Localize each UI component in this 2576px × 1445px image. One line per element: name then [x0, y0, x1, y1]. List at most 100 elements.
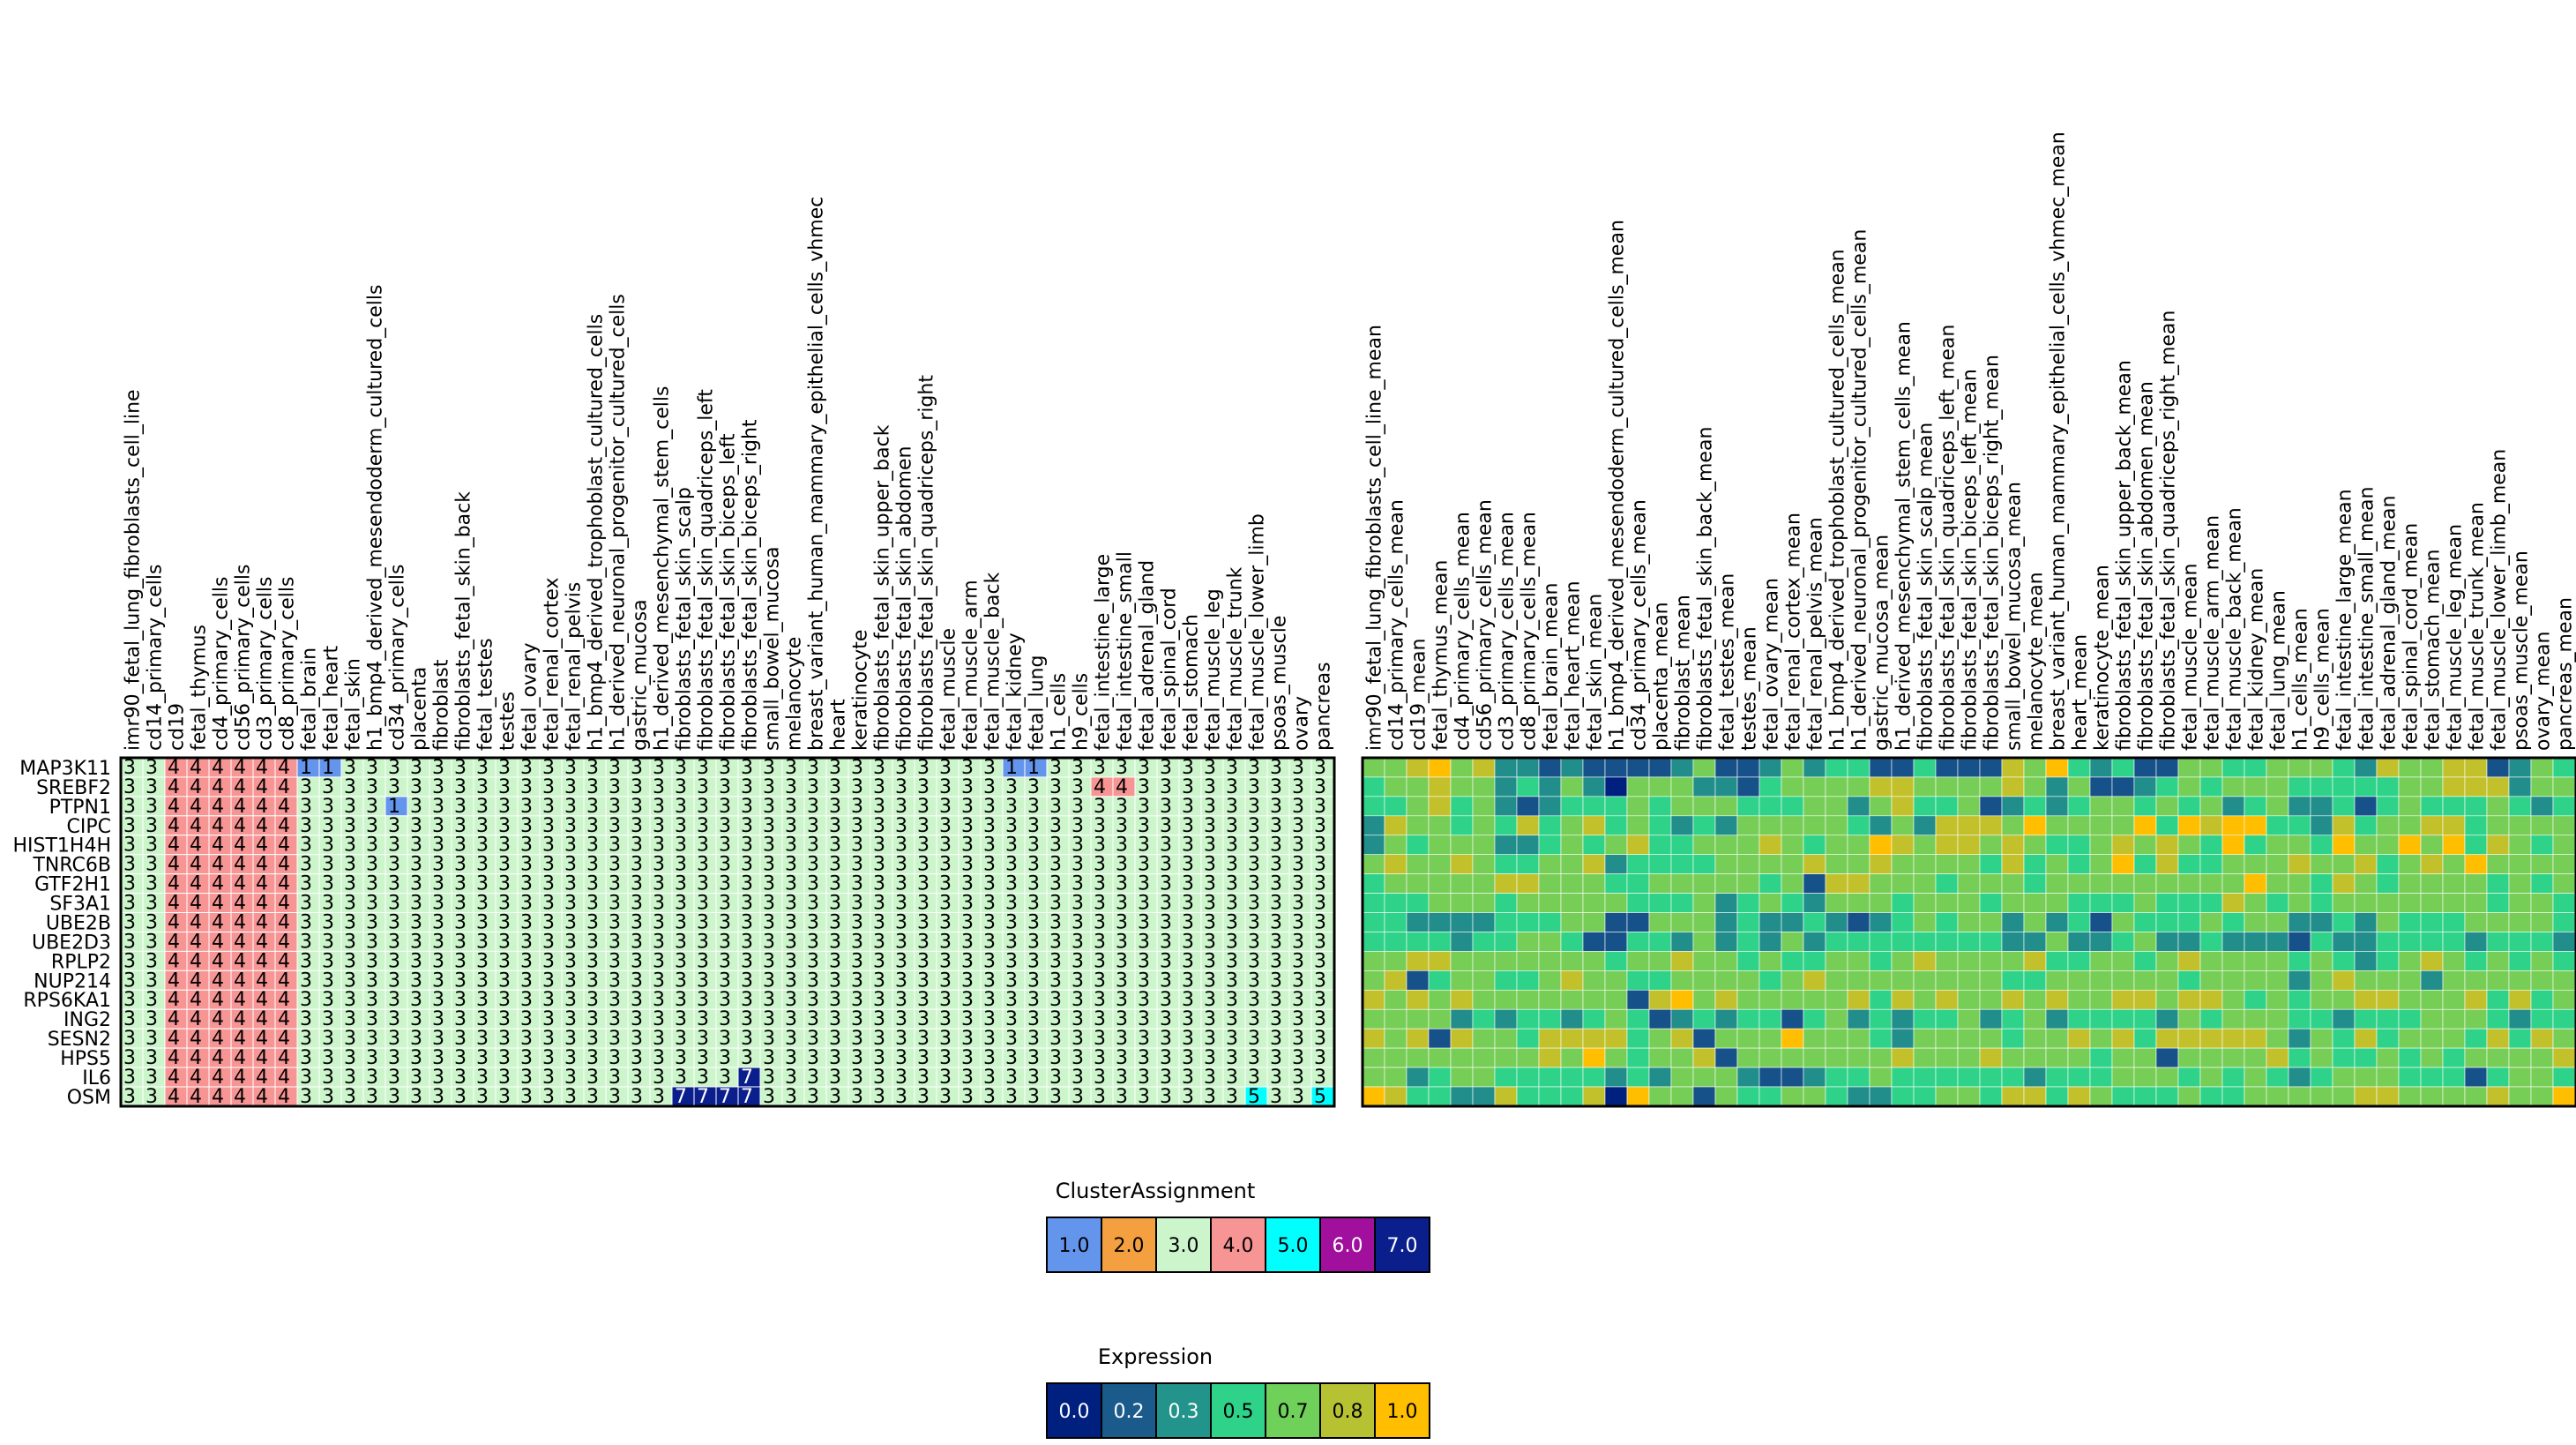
expression-cell: [1715, 874, 1737, 894]
expression-cell: [2465, 855, 2487, 874]
expression-cell: [1363, 1067, 1385, 1087]
expression-cell: [1429, 932, 1451, 951]
expression-cell: [2112, 855, 2134, 874]
expression-cell: [1826, 777, 1848, 797]
expression-cell: [2531, 797, 2553, 816]
expression-cell: [2553, 855, 2575, 874]
column-label: breast_variant_human_mammary_epithelial_…: [806, 197, 828, 751]
expression-cell: [2311, 816, 2333, 835]
expression-cell: [1495, 758, 1517, 777]
expression-cell: [1473, 777, 1495, 797]
expression-cell: [2531, 758, 2553, 777]
expression-cell: [1451, 913, 1473, 932]
expression-cell: [2311, 835, 2333, 855]
cluster-cell-label: 3: [763, 1086, 775, 1108]
expression-cell: [2465, 932, 2487, 951]
expression-cell: [1715, 970, 1737, 990]
column-label: fetal_ovary_mean: [1761, 578, 1783, 751]
cluster-cell-label: 3: [983, 1086, 996, 1108]
expression-cell: [2024, 758, 2046, 777]
expression-cell: [1385, 1087, 1407, 1106]
expression-cell: [1715, 835, 1737, 855]
expression-cell: [1781, 913, 1803, 932]
expression-cell: [1936, 1048, 1958, 1067]
column-label: fetal_kidney_mean: [2246, 568, 2268, 751]
expression-cell: [1539, 1067, 1561, 1087]
expression-cell: [1914, 835, 1936, 855]
expression-cell: [1980, 951, 2002, 970]
expression-cell: [1561, 855, 1583, 874]
expression-cell: [1517, 777, 1539, 797]
expression-cell: [2311, 874, 2333, 894]
expression-cell: [2266, 970, 2289, 990]
expression-cell: [1848, 1067, 1870, 1087]
expression-cell: [1407, 951, 1429, 970]
expression-cell: [1583, 1029, 1605, 1048]
expression-cell: [2156, 951, 2178, 970]
expression-cell: [2266, 855, 2289, 874]
expression-cell: [1892, 990, 1914, 1009]
expression-cell: [2046, 990, 2068, 1009]
expression-cell: [1781, 758, 1803, 777]
expression-cell: [1936, 1067, 1958, 1087]
expression-cell: [1495, 990, 1517, 1009]
expression-cell: [1759, 1009, 1781, 1029]
cluster-cell-label: 3: [344, 1086, 356, 1108]
expression-cell: [2200, 777, 2222, 797]
expression-cell: [1561, 913, 1583, 932]
expression-cell: [2222, 1009, 2244, 1029]
expression-cell: [1693, 894, 1715, 913]
expression-cell: [1980, 1087, 2002, 1106]
expression-cell: [1958, 951, 1980, 970]
expression-cell: [1495, 894, 1517, 913]
expression-cell: [2531, 816, 2553, 835]
expression-cell: [2156, 1048, 2178, 1067]
expression-cell: [1803, 797, 1826, 816]
expression-cell: [2090, 874, 2112, 894]
expression-cell: [1517, 951, 1539, 970]
column-label: fetal_adrenal_gland: [1137, 560, 1159, 751]
column-label: cd3_primary_cells: [255, 577, 277, 751]
expression-cell: [2266, 913, 2289, 932]
expression-cell: [1870, 1067, 1892, 1087]
expression-cell: [1649, 855, 1671, 874]
expression-cell: [1958, 835, 1980, 855]
expression-cell: [2443, 816, 2465, 835]
expression-cell: [1803, 1029, 1826, 1048]
expression-cell: [2112, 816, 2134, 835]
expression-cell: [2399, 874, 2421, 894]
expression-cell: [1914, 816, 1936, 835]
expression-cell: [1980, 777, 2002, 797]
expression-cell: [1980, 758, 2002, 777]
expression-cell: [2244, 777, 2266, 797]
expression-cell: [1803, 874, 1826, 894]
expression-cell: [1473, 970, 1495, 990]
column-label: h1_derived_mesenchymal_stem_cells: [652, 386, 674, 751]
expression-cell: [2046, 835, 2068, 855]
expression-cell: [2002, 1029, 2024, 1048]
column-label: fetal_thymus: [189, 625, 211, 751]
expression-cell: [1627, 874, 1649, 894]
expression-cell: [1363, 797, 1385, 816]
expression-cell: [1407, 913, 1429, 932]
expression-cell: [1605, 894, 1627, 913]
cluster-cell-label: 3: [476, 1086, 489, 1108]
expression-cell: [2222, 777, 2244, 797]
expression-cell: [1980, 855, 2002, 874]
expression-cell: [1627, 990, 1649, 1009]
expression-cell: [1715, 816, 1737, 835]
expression-cell: [1429, 990, 1451, 1009]
expression-cell: [2046, 1087, 2068, 1106]
expression-cell: [2399, 758, 2421, 777]
expression-cell: [2134, 855, 2156, 874]
expression-cell: [2553, 894, 2575, 913]
expression-cell: [1980, 1029, 2002, 1048]
expression-cell: [2112, 758, 2134, 777]
expression-cell: [1429, 835, 1451, 855]
legend-label: 0.5: [1223, 1401, 1254, 1423]
expression-cell: [1693, 970, 1715, 990]
expression-cell: [1848, 1048, 1870, 1067]
expression-cell: [2399, 816, 2421, 835]
expression-cell: [1385, 990, 1407, 1009]
expression-cell: [2134, 970, 2156, 990]
